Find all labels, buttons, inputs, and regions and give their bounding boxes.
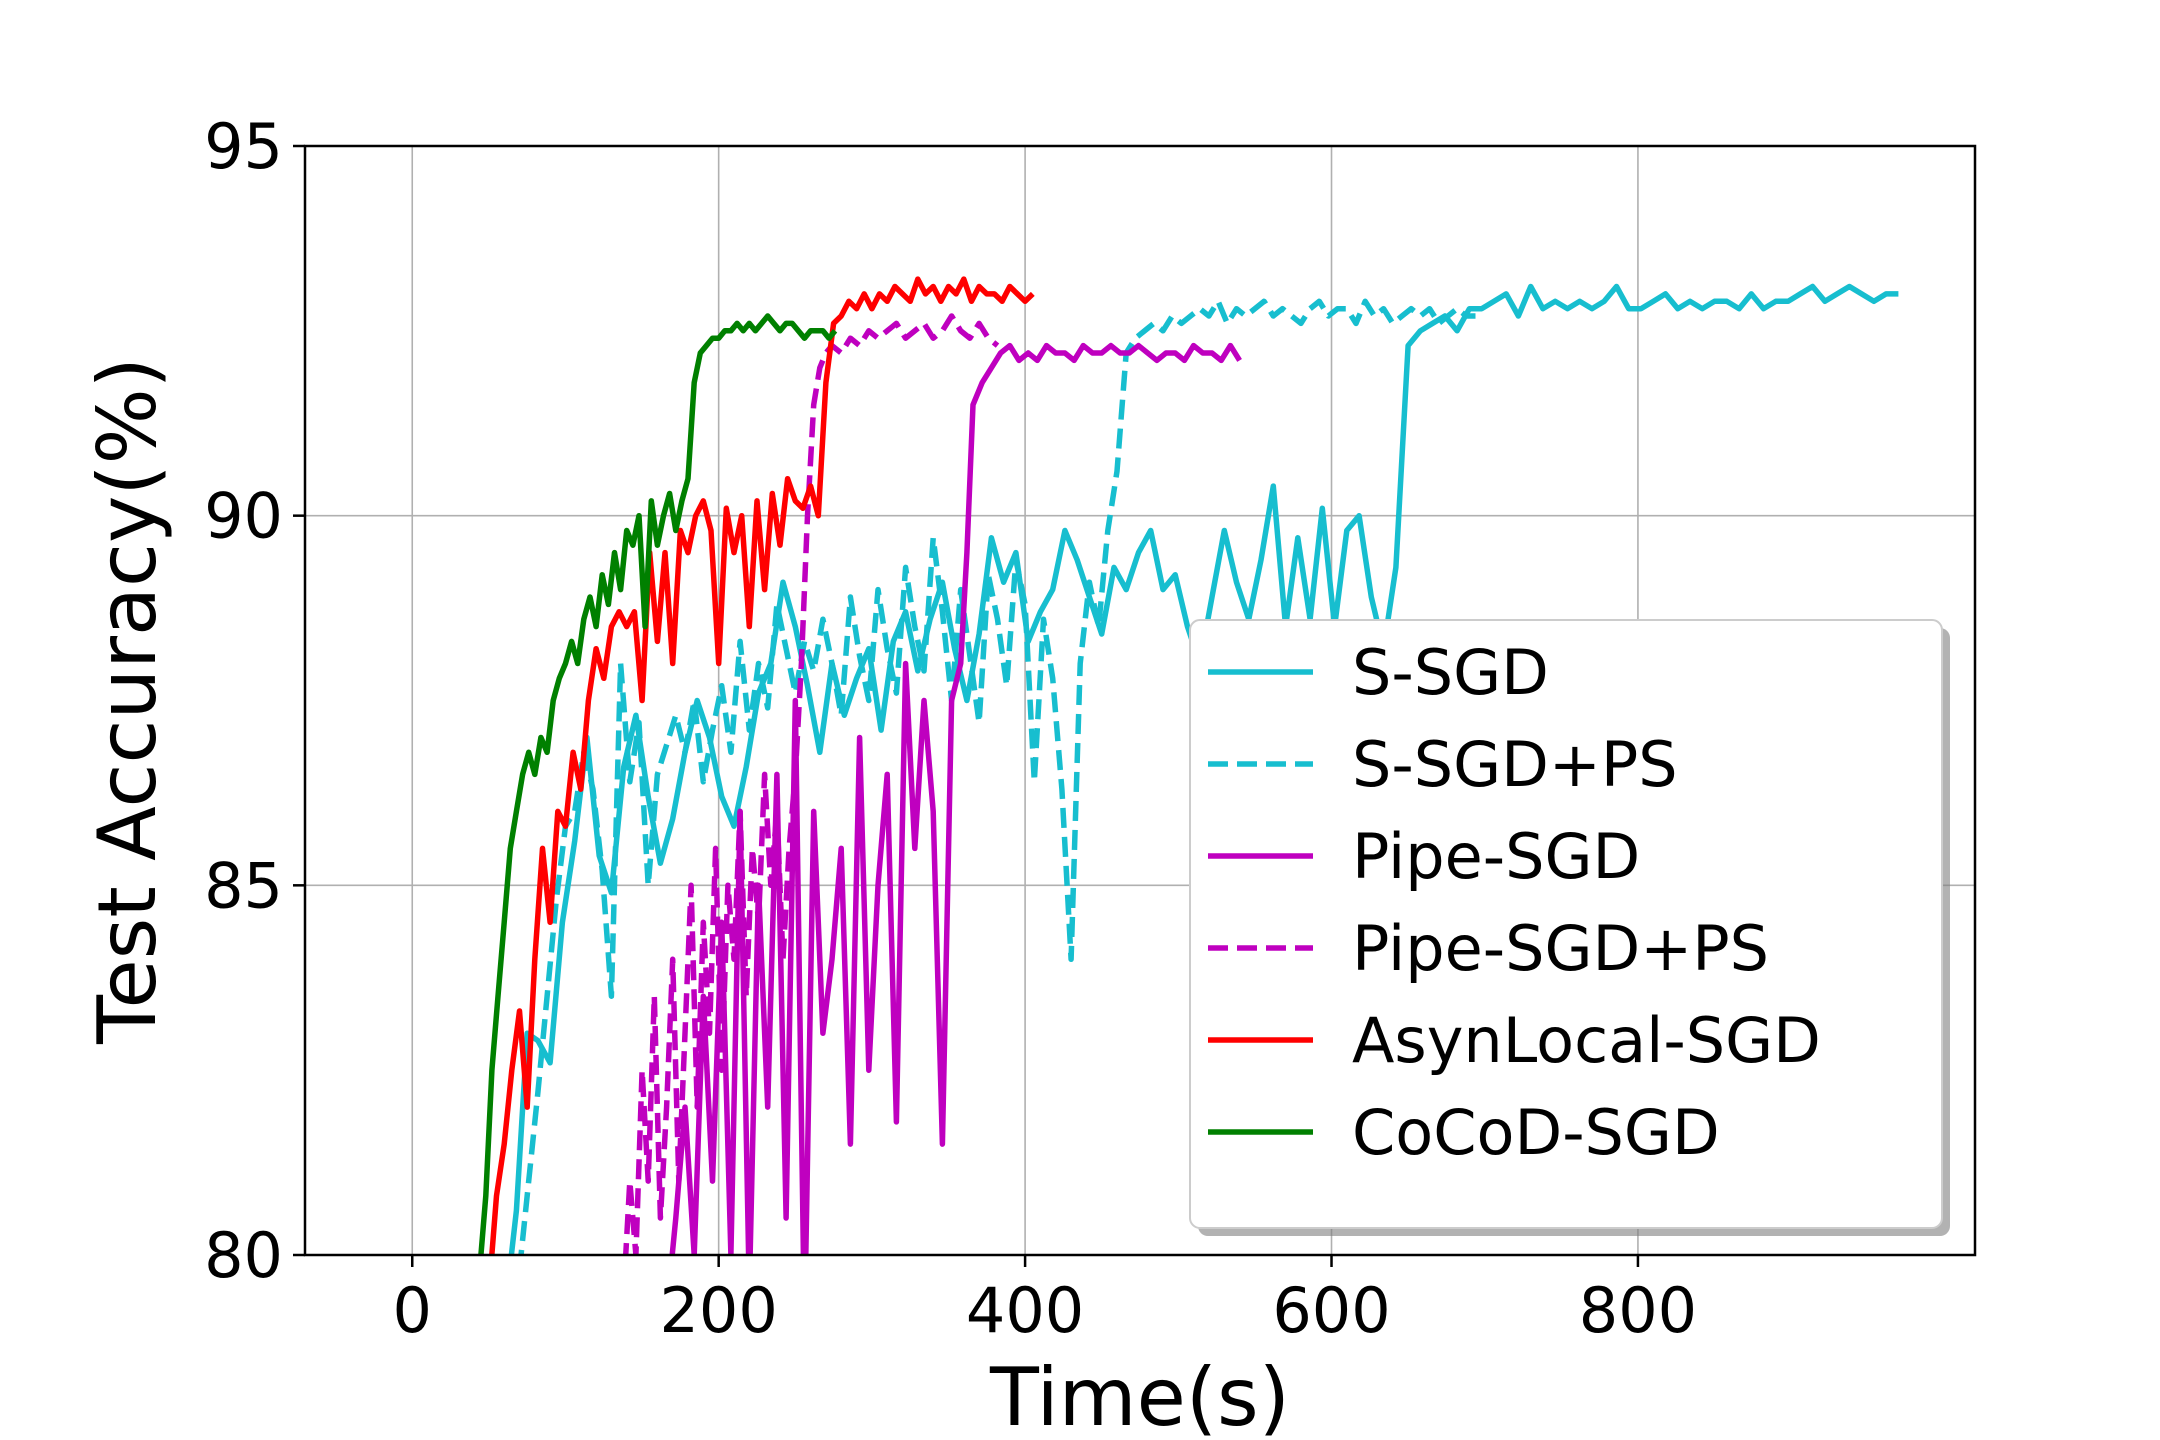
axes-frame: [303, 144, 1977, 1257]
y-axis-label: Test Accuracy(%): [81, 357, 174, 1045]
legend: S-SGD S-SGD+PS Pipe-SGD Pipe-SGD+PS AsynLoca…: [1189, 619, 1950, 1236]
legend-label: AsynLocal-SGD: [1352, 1004, 1821, 1077]
axis-ticks: 0 200 400 600 800 80 85 90 95: [204, 110, 1697, 1347]
legend-box: [1189, 619, 1943, 1229]
x-tick-label: 400: [966, 1274, 1084, 1347]
x-tick-label: 200: [659, 1274, 777, 1347]
series-line-cocod-sgd: [478, 313, 838, 1255]
x-tick-label: 600: [1272, 1274, 1390, 1347]
legend-label: CoCoD-SGD: [1352, 1096, 1720, 1169]
y-tick-label: 85: [204, 849, 283, 922]
x-axis-label: Time(s): [989, 1351, 1290, 1440]
x-tick-label: 0: [393, 1274, 432, 1347]
series-line-pipe-sgd: [669, 342, 1242, 1255]
x-tick-label: 800: [1579, 1274, 1697, 1347]
y-tick-label: 90: [204, 480, 283, 553]
series-line-pipe-sgd-ps: [622, 313, 1000, 1255]
legend-label: S-SGD: [1352, 636, 1549, 709]
legend-label: Pipe-SGD+PS: [1352, 912, 1769, 985]
series-line-s-sgd-ps: [518, 298, 1476, 1255]
legend-label: S-SGD+PS: [1352, 728, 1678, 801]
y-tick-label: 80: [204, 1219, 283, 1292]
series-line-asynlocal-sgd: [489, 276, 1035, 1255]
legend-label: Pipe-SGD: [1352, 820, 1640, 893]
y-tick-label: 95: [204, 110, 283, 183]
